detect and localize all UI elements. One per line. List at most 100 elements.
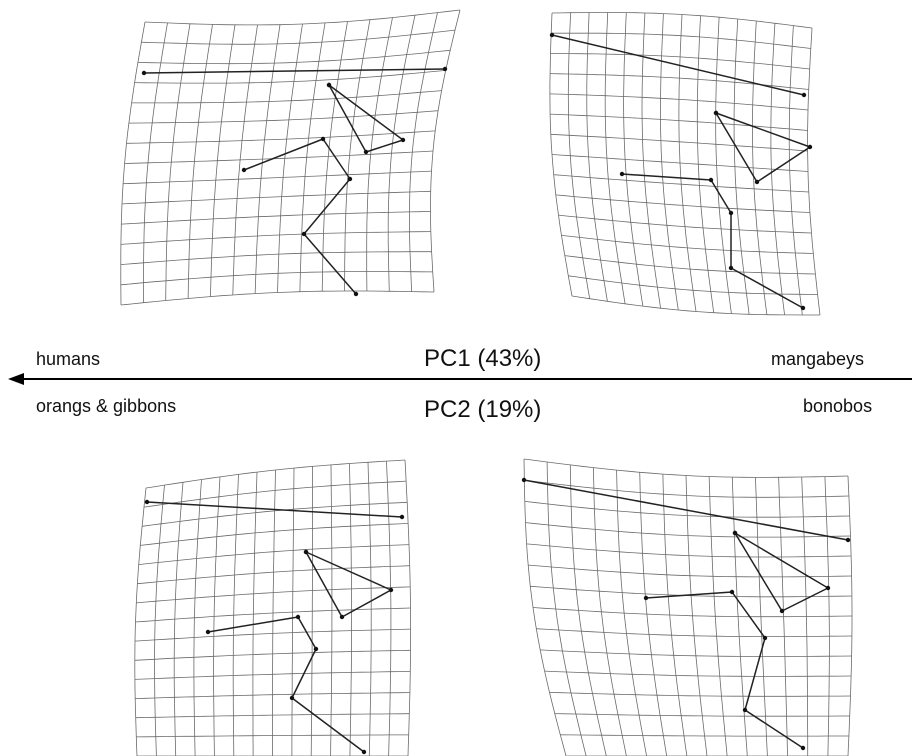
grid-column-line	[299, 22, 326, 292]
label-pc1: PC1 (43%)	[424, 345, 542, 372]
landmark-point	[303, 549, 309, 555]
grid-column-line	[685, 475, 708, 756]
landmark-point	[754, 179, 760, 185]
landmark-wireframe	[734, 532, 829, 612]
grid-column-line	[708, 476, 728, 756]
landmark-point	[295, 614, 301, 620]
landmark-point	[388, 587, 394, 593]
landmark-point	[713, 110, 719, 116]
grid-row-line	[124, 150, 434, 164]
grid-column-line	[569, 464, 607, 756]
label-mangabeys: mangabeys	[771, 349, 865, 369]
landmark-point	[363, 149, 369, 155]
grid-row-line	[120, 251, 432, 265]
landmark-point	[729, 589, 735, 595]
grid-column-line	[715, 17, 732, 314]
deformation-grids	[120, 9, 853, 756]
grid-column-line	[847, 475, 853, 756]
grid-column-line	[252, 472, 258, 756]
grid-column-line	[696, 15, 715, 313]
grid-row-line	[144, 9, 461, 26]
landmark-point	[442, 66, 448, 72]
landmark-point	[326, 82, 332, 88]
grid-column-line	[778, 477, 788, 756]
grid-column-line	[641, 12, 661, 309]
deformation-grid-pc1-positive	[549, 12, 821, 316]
landmark-point	[361, 749, 367, 755]
grid-column-line	[523, 458, 567, 756]
landmark-wireframe	[715, 112, 811, 183]
landmark-point	[141, 70, 147, 76]
grid-column-line	[143, 22, 168, 303]
grid-column-line	[349, 463, 352, 756]
landmark-point	[521, 477, 527, 483]
grid-column-line	[134, 487, 147, 756]
grid-row-line	[126, 130, 436, 144]
landmark-point	[728, 265, 734, 271]
landmark-point	[619, 171, 625, 177]
landmark-point	[643, 595, 649, 601]
landmark-point	[347, 176, 353, 182]
grid-column-line	[801, 476, 809, 756]
grid-column-line	[404, 459, 411, 756]
landmark-point	[728, 210, 734, 216]
landmark-point	[807, 144, 813, 150]
landmark-point	[732, 530, 738, 536]
grid-column-line	[604, 12, 626, 304]
grid-column-line	[187, 24, 213, 299]
grid-column-line	[165, 23, 191, 301]
grid-column-line	[367, 462, 372, 756]
grid-column-line	[824, 476, 830, 756]
landmark-point	[825, 585, 831, 591]
grid-column-line	[387, 15, 416, 292]
grid-column-line	[593, 467, 627, 756]
landmark-point	[144, 499, 150, 505]
grid-column-line	[678, 14, 697, 312]
landmark-wireframe	[305, 551, 392, 618]
grid-column-line	[586, 12, 608, 302]
label-bonobos: bonobos	[803, 396, 873, 416]
landmark-point	[549, 32, 555, 38]
grid-column-line	[752, 20, 768, 315]
landmark-point	[762, 635, 768, 641]
landmark-point	[708, 177, 714, 183]
grid-column-line	[154, 485, 165, 756]
landmark-point	[313, 646, 319, 652]
landmark-point	[339, 614, 345, 620]
landmark-point	[800, 305, 806, 311]
grid-column-line	[277, 23, 303, 293]
landmark-point	[353, 291, 359, 297]
grid-column-line	[430, 9, 461, 293]
label-pc2: PC2 (19%)	[424, 396, 542, 423]
grid-column-line	[366, 17, 393, 292]
grid-column-line	[733, 18, 750, 315]
grid-column-line	[546, 461, 587, 756]
landmark-point	[289, 695, 295, 701]
landmark-wireframe	[146, 501, 403, 518]
grid-column-line	[386, 461, 392, 756]
label-humans: humans	[36, 349, 101, 369]
landmark-point	[845, 537, 851, 543]
grid-column-line	[639, 472, 668, 756]
grid-column-line	[567, 12, 591, 299]
grid-column-line	[344, 19, 371, 291]
landmark-point	[400, 137, 406, 143]
grid-column-line	[291, 468, 295, 756]
grid-column-line	[213, 476, 221, 756]
deformation-grid-pc2-positive	[521, 458, 853, 756]
grid-column-line	[770, 23, 785, 315]
landmark-wireframe	[207, 616, 365, 753]
landmark-point	[399, 514, 405, 520]
grid-column-line	[193, 479, 202, 756]
landmark-point	[205, 629, 211, 635]
landmark-point	[320, 136, 326, 142]
grid-column-line	[616, 470, 647, 756]
grid-column-line	[409, 12, 438, 292]
label-orangs-gibbons: orangs & gibbons	[36, 396, 177, 416]
grid-row-line	[523, 458, 849, 478]
grid-column-line	[788, 25, 803, 316]
landmark-wireframe	[328, 84, 404, 153]
grid-column-line	[232, 474, 239, 756]
landmark-wireframe	[551, 34, 805, 96]
